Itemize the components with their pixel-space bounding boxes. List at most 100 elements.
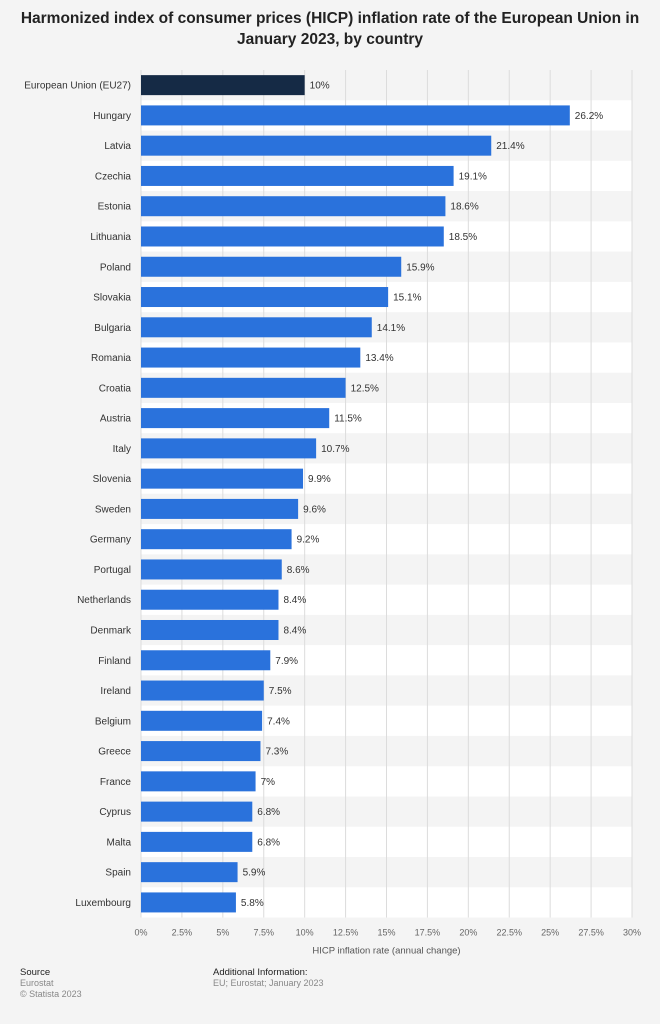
bar[interactable] — [141, 892, 236, 913]
data-label: 6.8% — [257, 837, 280, 848]
bar[interactable] — [141, 529, 292, 550]
bar[interactable] — [141, 347, 361, 368]
bar[interactable] — [141, 771, 256, 792]
category-label: Cyprus — [99, 807, 131, 818]
bar[interactable] — [141, 196, 446, 217]
data-label: 7.5% — [269, 686, 292, 697]
bars — [141, 75, 570, 913]
category-label: European Union (EU27) — [24, 81, 131, 92]
category-label: Ireland — [100, 686, 131, 697]
bar[interactable] — [141, 317, 372, 338]
bar[interactable] — [141, 589, 279, 610]
category-label: Portugal — [94, 565, 131, 576]
data-label: 9.9% — [308, 474, 331, 485]
data-label: 5.8% — [241, 898, 264, 909]
category-labels: European Union (EU27) Hungary Latvia Czechi… — [24, 81, 132, 909]
category-label: Malta — [107, 837, 132, 848]
bar[interactable] — [141, 135, 492, 156]
category-label: Belgium — [95, 716, 131, 727]
value-labels: 10% 26.2% 21.4% 19.1% 18.6% 18.5% 15.9% 15.1% 14… — [241, 81, 603, 909]
bar[interactable] — [141, 226, 444, 247]
bar-chart: European Union (EU27) Hungary Latvia Czechi… — [24, 70, 641, 957]
bar[interactable] — [141, 559, 282, 580]
category-label: Poland — [100, 262, 131, 273]
category-label: Hungary — [93, 111, 131, 122]
data-label: 9.6% — [303, 504, 326, 515]
x-tick-label: 25% — [541, 928, 559, 938]
source-name[interactable]: Eurostat — [20, 978, 54, 988]
data-label: 6.8% — [257, 807, 280, 818]
bar[interactable] — [141, 408, 330, 429]
data-label: 7.3% — [265, 747, 288, 758]
x-tick-label: 22.5% — [496, 928, 522, 938]
data-label: 8.4% — [283, 625, 306, 636]
category-label: Austria — [100, 414, 132, 425]
data-label: 5.9% — [243, 868, 266, 879]
category-label: Italy — [113, 444, 131, 455]
bar[interactable] — [141, 75, 305, 96]
category-label: Lithuania — [90, 232, 131, 243]
chart-title: Harmonized index of consumer prices (HIC… — [20, 10, 640, 48]
data-label: 9.2% — [297, 535, 320, 546]
bar[interactable] — [141, 862, 238, 883]
bar[interactable] — [141, 741, 261, 762]
x-tick-label: 5% — [216, 928, 229, 938]
category-label: Slovakia — [93, 293, 131, 304]
source-heading: Source — [20, 967, 51, 978]
category-label: Slovenia — [93, 474, 132, 485]
category-label: Netherlands — [77, 595, 131, 606]
additional-info-heading: Additional Information: — [213, 967, 308, 978]
x-tick-label: 27.5% — [578, 928, 604, 938]
bar[interactable] — [141, 619, 279, 640]
category-label: Romania — [91, 353, 131, 364]
category-label: Latvia — [104, 141, 131, 152]
category-label: Sweden — [95, 504, 131, 515]
bar[interactable] — [141, 165, 454, 186]
category-label: Czechia — [95, 171, 132, 182]
copyright: © Statista 2023 — [20, 989, 82, 999]
data-label: 14.1% — [377, 323, 405, 334]
x-axis-ticks: 0% 2.5% 5% 7.5% 10% 12.5% 15% 17.5% 20% 22.5% 25% 2… — [134, 928, 641, 938]
additional-info-text: EU; Eurostat; January 2023 — [213, 978, 324, 988]
data-label: 12.5% — [351, 383, 379, 394]
x-tick-label: 20% — [459, 928, 477, 938]
x-tick-label: 0% — [134, 928, 147, 938]
bar[interactable] — [141, 498, 299, 519]
data-label: 7.9% — [275, 656, 298, 667]
data-label: 10% — [310, 81, 330, 92]
category-label: Estonia — [98, 202, 132, 213]
bar[interactable] — [141, 377, 346, 398]
x-tick-label: 10% — [296, 928, 314, 938]
bar[interactable] — [141, 105, 570, 126]
x-tick-label: 30% — [623, 928, 641, 938]
x-axis-title: HICP inflation rate (annual change) — [312, 946, 460, 957]
data-label: 7% — [261, 777, 276, 788]
category-label: Greece — [98, 747, 131, 758]
x-tick-label: 7.5% — [253, 928, 274, 938]
data-label: 13.4% — [365, 353, 393, 364]
category-label: France — [100, 777, 132, 788]
bar[interactable] — [141, 468, 304, 489]
bar[interactable] — [141, 831, 253, 852]
data-label: 8.6% — [287, 565, 310, 576]
bar[interactable] — [141, 801, 253, 822]
data-label: 18.5% — [449, 232, 477, 243]
bar[interactable] — [141, 650, 271, 671]
category-label: Denmark — [90, 625, 132, 636]
x-tick-label: 17.5% — [415, 928, 441, 938]
bar[interactable] — [141, 438, 317, 459]
source-block: Source Eurostat © Statista 2023 — [20, 967, 82, 1000]
bar[interactable] — [141, 256, 402, 277]
bar[interactable] — [141, 710, 263, 731]
data-label: 15.1% — [393, 293, 421, 304]
data-label: 18.6% — [450, 202, 478, 213]
x-tick-label: 12.5% — [333, 928, 359, 938]
category-label: Luxembourg — [75, 898, 131, 909]
data-label: 26.2% — [575, 111, 603, 122]
category-label: Bulgaria — [94, 323, 131, 334]
bar[interactable] — [141, 680, 264, 701]
data-label: 7.4% — [267, 716, 290, 727]
data-label: 11.5% — [334, 414, 362, 425]
data-label: 21.4% — [496, 141, 524, 152]
bar[interactable] — [141, 287, 389, 308]
